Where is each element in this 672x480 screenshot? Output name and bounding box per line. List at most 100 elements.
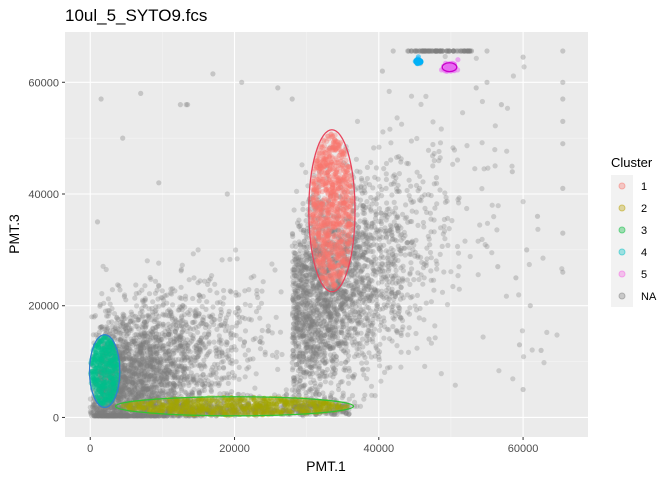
data-point — [121, 365, 128, 371]
data-point — [190, 354, 196, 360]
data-point — [121, 403, 127, 409]
data-point — [105, 296, 111, 302]
data-point — [194, 350, 200, 356]
data-point — [359, 190, 365, 196]
data-point — [126, 368, 132, 374]
data-point — [344, 289, 350, 295]
data-point — [217, 409, 223, 415]
data-point — [232, 373, 238, 379]
data-point — [237, 319, 243, 325]
data-point — [290, 351, 296, 357]
data-point — [368, 293, 375, 299]
data-point — [196, 344, 202, 350]
data-point — [454, 243, 461, 250]
data-point — [116, 390, 122, 396]
data-point — [301, 324, 308, 330]
data-point — [299, 278, 305, 284]
data-point — [128, 327, 134, 333]
data-point — [144, 318, 150, 324]
data-point — [162, 389, 168, 395]
data-point — [146, 343, 152, 349]
data-point — [186, 277, 192, 283]
data-point — [114, 326, 120, 332]
data-point — [495, 203, 501, 209]
data-point — [121, 312, 127, 318]
data-point — [320, 291, 326, 298]
data-point — [178, 268, 184, 274]
data-point — [163, 334, 169, 340]
data-point — [207, 372, 213, 378]
data-point — [352, 403, 358, 409]
data-point — [392, 237, 398, 243]
data-point — [131, 338, 137, 344]
data-point — [134, 379, 140, 386]
data-point — [102, 354, 108, 360]
data-point — [120, 413, 126, 419]
data-point — [197, 361, 203, 368]
data-point — [436, 148, 442, 155]
data-point — [108, 368, 114, 374]
data-point — [109, 287, 115, 293]
data-point — [191, 376, 197, 382]
data-point — [357, 234, 363, 240]
data-point — [175, 307, 181, 313]
data-point — [134, 382, 140, 388]
data-point — [278, 289, 284, 295]
data-point — [179, 329, 185, 335]
data-point — [306, 271, 312, 277]
data-point — [193, 347, 200, 353]
data-point — [179, 375, 185, 381]
data-point — [105, 412, 111, 419]
data-point — [142, 355, 148, 361]
data-point — [445, 242, 451, 248]
data-point — [121, 377, 127, 383]
data-point — [182, 304, 188, 310]
data-point — [228, 330, 234, 336]
data-point — [192, 357, 198, 363]
data-point — [142, 303, 149, 309]
data-point — [212, 361, 218, 367]
data-point — [106, 413, 113, 419]
data-point — [137, 362, 144, 368]
data-point — [293, 263, 299, 269]
data-point — [456, 286, 462, 292]
data-point — [415, 222, 421, 228]
data-point — [246, 364, 252, 370]
data-point — [153, 343, 160, 350]
data-point — [234, 256, 240, 262]
data-point — [177, 295, 183, 301]
data-point — [178, 284, 184, 290]
data-point — [396, 171, 402, 177]
data-point — [99, 291, 105, 297]
data-point — [337, 291, 343, 297]
data-point — [297, 247, 303, 253]
data-point — [494, 227, 500, 233]
data-point — [142, 323, 148, 329]
data-point — [389, 289, 395, 296]
data-point — [269, 330, 275, 336]
data-point — [228, 344, 235, 351]
data-point — [149, 351, 155, 357]
data-point — [205, 331, 211, 337]
data-point — [409, 266, 415, 272]
data-point — [110, 327, 116, 333]
data-point — [378, 210, 384, 216]
data-point — [99, 324, 105, 330]
data-point — [216, 381, 223, 387]
data-point — [142, 360, 148, 366]
data-point — [140, 382, 146, 388]
data-point — [356, 224, 362, 231]
data-point — [135, 389, 141, 395]
data-point — [140, 341, 147, 347]
data-point — [123, 382, 129, 388]
data-point — [347, 247, 353, 253]
data-point — [109, 390, 116, 396]
data-point — [180, 336, 187, 342]
data-point — [216, 337, 223, 343]
data-point — [408, 295, 414, 301]
data-point — [364, 164, 370, 170]
data-point — [167, 313, 173, 319]
data-point — [441, 228, 448, 234]
data-point — [394, 343, 400, 349]
data-point — [279, 351, 285, 358]
